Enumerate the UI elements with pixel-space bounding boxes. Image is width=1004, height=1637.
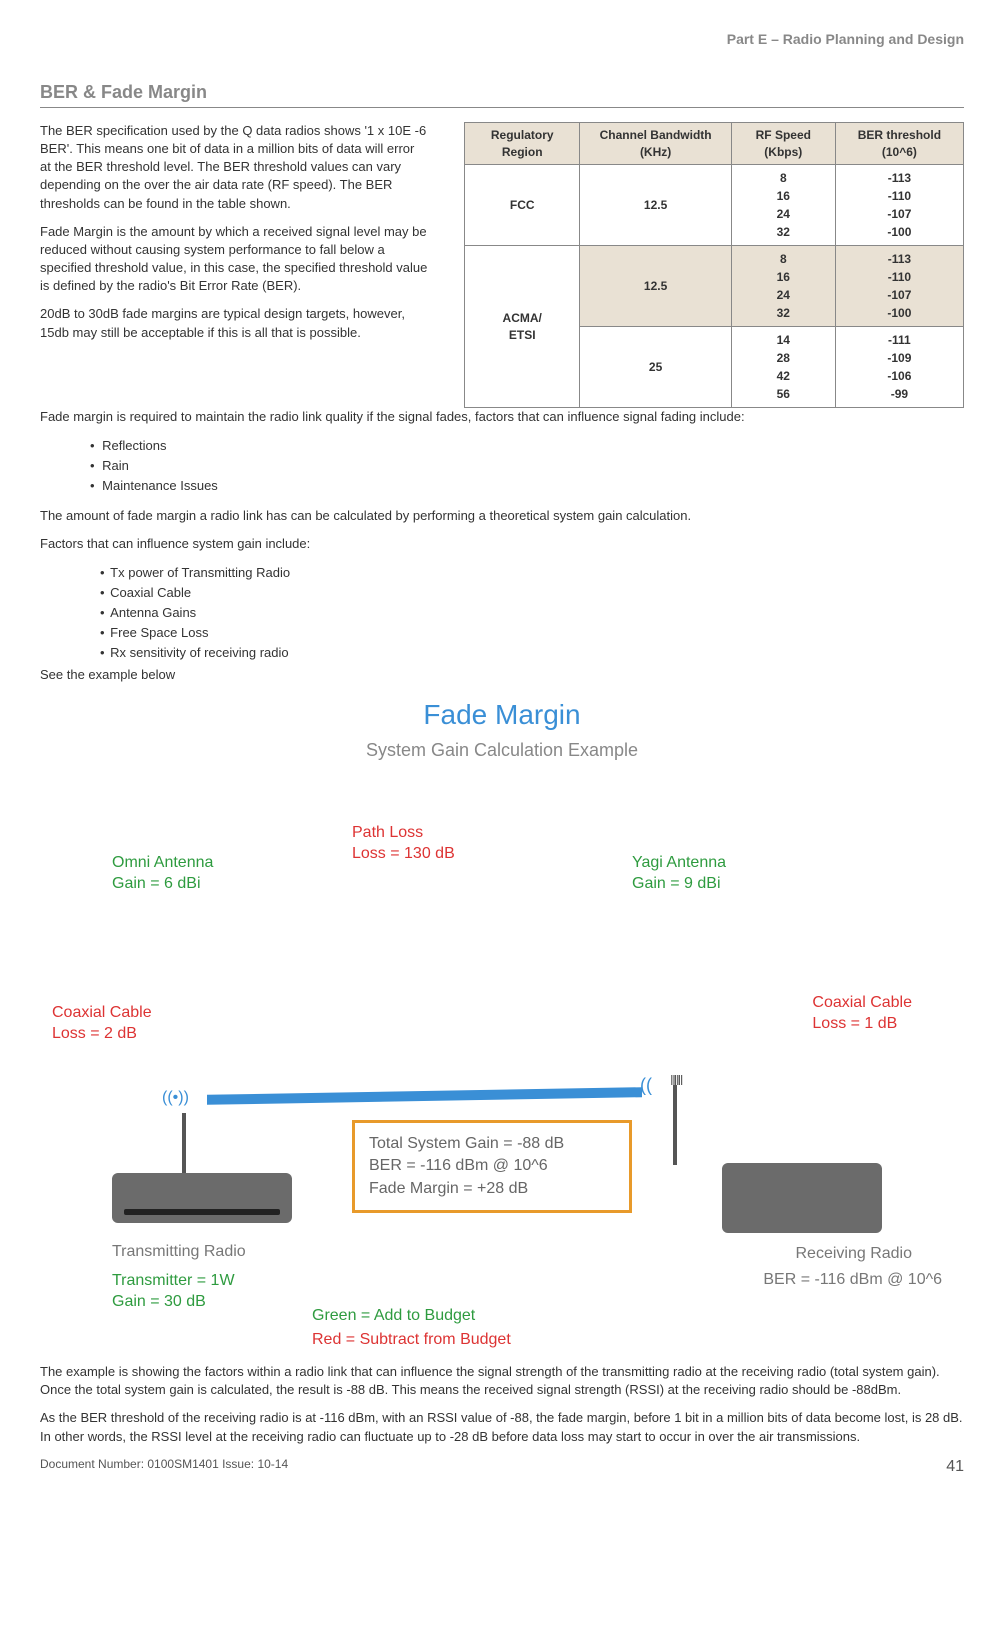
cell-bw: 12.5 bbox=[580, 165, 731, 246]
center-line1: Total System Gain = -88 dB bbox=[369, 1133, 615, 1155]
list-item: Free Space Loss bbox=[100, 624, 964, 642]
para-fade-required: Fade margin is required to maintain the … bbox=[40, 408, 964, 426]
omni-antenna-icon bbox=[182, 1113, 186, 1173]
footer-page: 41 bbox=[946, 1456, 964, 1478]
cell-speeds: 14 28 42 56 bbox=[731, 327, 835, 408]
label-coax-right: Coaxial Cable Loss = 1 dB bbox=[812, 993, 912, 1035]
cell-ber: -113 -110 -107 -100 bbox=[835, 165, 963, 246]
para-fade-margin: Fade Margin is the amount by which a rec… bbox=[40, 223, 428, 296]
table-header-row: Regulatory Region Channel Bandwidth (KHz… bbox=[465, 122, 964, 165]
diagram-subtitle: System Gain Calculation Example bbox=[40, 738, 964, 763]
list-item: Rx sensitivity of receiving radio bbox=[100, 644, 964, 662]
cell-region-acma: ACMA/ ETSI bbox=[465, 246, 580, 408]
para-calc: The amount of fade margin a radio link h… bbox=[40, 507, 964, 525]
legend-green: Green = Add to Budget bbox=[312, 1306, 475, 1327]
ber-table: Regulatory Region Channel Bandwidth (KHz… bbox=[464, 122, 964, 409]
legend-red: Red = Subtract from Budget bbox=[312, 1330, 511, 1351]
center-line2: BER = -116 dBm @ 10^6 bbox=[369, 1155, 615, 1177]
para-gain-factors: Factors that can influence system gain i… bbox=[40, 535, 964, 553]
label-tx-radio: Transmitting Radio bbox=[112, 1242, 246, 1263]
center-results-box: Total System Gain = -88 dB BER = -116 dB… bbox=[352, 1120, 632, 1213]
cell-ber: -111 -109 -106 -99 bbox=[835, 327, 963, 408]
cell-ber: -113 -110 -107 -100 bbox=[835, 246, 963, 327]
center-line3: Fade Margin = +28 dB bbox=[369, 1178, 615, 1200]
label-coax-left: Coaxial Cable Loss = 2 dB bbox=[52, 1003, 152, 1045]
cell-region-fcc: FCC bbox=[465, 165, 580, 246]
para-ber-threshold: As the BER threshold of the receiving ra… bbox=[40, 1409, 964, 1445]
th-ber: BER threshold (10^6) bbox=[835, 122, 963, 165]
diagram-titles: Fade Margin System Gain Calculation Exam… bbox=[40, 695, 964, 763]
list-item: Tx power of Transmitting Radio bbox=[100, 564, 964, 582]
para-ber-spec: The BER specification used by the Q data… bbox=[40, 122, 428, 213]
para-see-example: See the example below bbox=[40, 666, 964, 684]
th-speed: RF Speed (Kbps) bbox=[731, 122, 835, 165]
ber-table-wrap: Regulatory Region Channel Bandwidth (KHz… bbox=[464, 122, 964, 409]
tx-radio-icon bbox=[112, 1173, 292, 1223]
label-tx-gain: Transmitter = 1W Gain = 30 dB bbox=[112, 1271, 235, 1313]
label-path-loss: Path Loss Loss = 130 dB bbox=[352, 823, 455, 865]
cell-speeds: 8 16 24 32 bbox=[731, 246, 835, 327]
label-rx-ber: BER = -116 dBm @ 10^6 bbox=[763, 1270, 942, 1291]
list-item: Rain bbox=[90, 457, 964, 475]
fading-factors-list: Reflections Rain Maintenance Issues bbox=[90, 437, 964, 496]
cell-speeds: 8 16 24 32 bbox=[731, 165, 835, 246]
cell-bw: 12.5 bbox=[580, 246, 731, 327]
page-footer: Document Number: 0100SM1401 Issue: 10-14… bbox=[40, 1456, 964, 1478]
yagi-antenna-icon bbox=[673, 1085, 677, 1165]
table-row: FCC 12.5 8 16 24 32 -113 -110 -107 -100 bbox=[465, 165, 964, 246]
top-content: The BER specification used by the Q data… bbox=[40, 122, 964, 409]
th-bandwidth: Channel Bandwidth (KHz) bbox=[580, 122, 731, 165]
para-example-explain: The example is showing the factors withi… bbox=[40, 1363, 964, 1399]
left-column: The BER specification used by the Q data… bbox=[40, 122, 440, 352]
list-item: Maintenance Issues bbox=[90, 477, 964, 495]
fade-margin-diagram: Omni Antenna Gain = 6 dBi Path Loss Loss… bbox=[72, 793, 932, 1353]
list-item: Reflections bbox=[90, 437, 964, 455]
header-part: Part E – Radio Planning and Design bbox=[40, 30, 964, 50]
cell-bw: 25 bbox=[580, 327, 731, 408]
list-item: Antenna Gains bbox=[100, 604, 964, 622]
list-item: Coaxial Cable bbox=[100, 584, 964, 602]
label-omni: Omni Antenna Gain = 6 dBi bbox=[112, 853, 213, 895]
label-rx-radio: Receiving Radio bbox=[795, 1244, 912, 1265]
gain-factors-list: Tx power of Transmitting Radio Coaxial C… bbox=[100, 564, 964, 663]
label-yagi: Yagi Antenna Gain = 9 dBi bbox=[632, 853, 726, 895]
diagram-title: Fade Margin bbox=[40, 695, 964, 734]
path-line bbox=[207, 1087, 642, 1105]
table-row: ACMA/ ETSI 12.5 8 16 24 32 -113 -110 -10… bbox=[465, 246, 964, 327]
section-title: BER & Fade Margin bbox=[40, 80, 964, 108]
para-design-targets: 20dB to 30dB fade margins are typical de… bbox=[40, 305, 428, 341]
th-region: Regulatory Region bbox=[465, 122, 580, 165]
rx-radio-icon bbox=[722, 1163, 882, 1233]
footer-doc: Document Number: 0100SM1401 Issue: 10-14 bbox=[40, 1456, 288, 1473]
